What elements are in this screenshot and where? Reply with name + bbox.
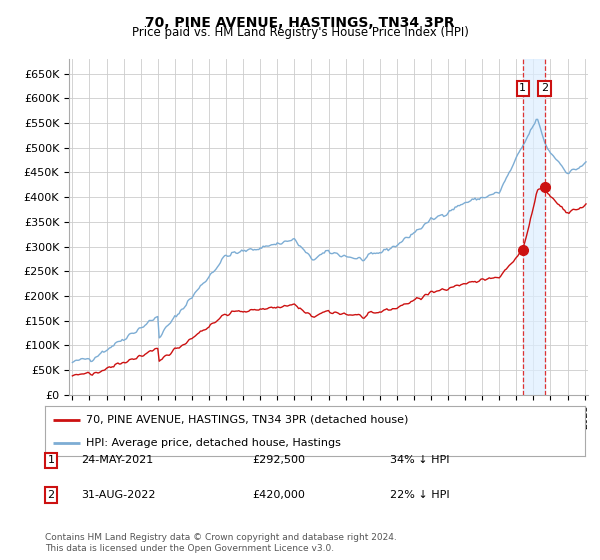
Text: 1: 1	[519, 83, 526, 94]
Text: £420,000: £420,000	[252, 490, 305, 500]
Text: 70, PINE AVENUE, HASTINGS, TN34 3PR (detached house): 70, PINE AVENUE, HASTINGS, TN34 3PR (det…	[86, 414, 408, 424]
Text: 22% ↓ HPI: 22% ↓ HPI	[390, 490, 449, 500]
Text: 34% ↓ HPI: 34% ↓ HPI	[390, 455, 449, 465]
Text: 2: 2	[541, 83, 548, 94]
Text: 31-AUG-2022: 31-AUG-2022	[81, 490, 155, 500]
Text: 1: 1	[47, 455, 55, 465]
Text: HPI: Average price, detached house, Hastings: HPI: Average price, detached house, Hast…	[86, 438, 340, 448]
Text: 24-MAY-2021: 24-MAY-2021	[81, 455, 153, 465]
Bar	[523, 59, 545, 395]
Text: Contains HM Land Registry data © Crown copyright and database right 2024.
This d: Contains HM Land Registry data © Crown c…	[45, 533, 397, 553]
Text: Price paid vs. HM Land Registry's House Price Index (HPI): Price paid vs. HM Land Registry's House …	[131, 26, 469, 39]
Text: £292,500: £292,500	[252, 455, 305, 465]
Text: 70, PINE AVENUE, HASTINGS, TN34 3PR: 70, PINE AVENUE, HASTINGS, TN34 3PR	[145, 16, 455, 30]
Text: 2: 2	[47, 490, 55, 500]
